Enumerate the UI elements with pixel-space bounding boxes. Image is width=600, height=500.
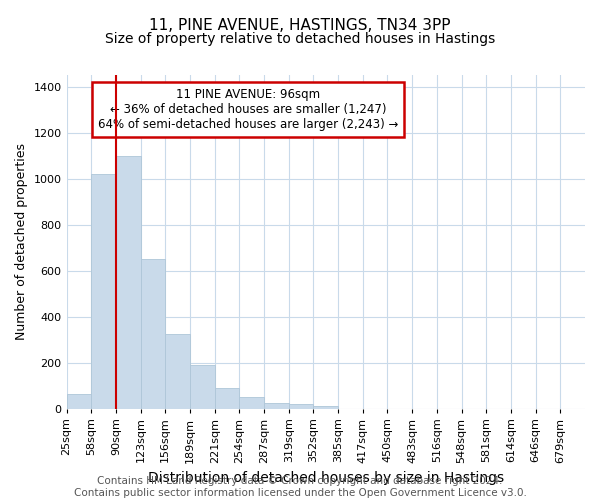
Bar — [116, 156, 140, 408]
Bar — [165, 334, 190, 408]
Bar — [190, 365, 215, 408]
Bar — [313, 406, 338, 408]
Bar — [67, 394, 91, 408]
Text: Size of property relative to detached houses in Hastings: Size of property relative to detached ho… — [105, 32, 495, 46]
Bar — [91, 174, 116, 408]
Bar — [215, 388, 239, 408]
Bar — [289, 404, 313, 408]
Text: 11 PINE AVENUE: 96sqm
← 36% of detached houses are smaller (1,247)
64% of semi-d: 11 PINE AVENUE: 96sqm ← 36% of detached … — [98, 88, 398, 132]
Bar — [264, 404, 289, 408]
Text: Contains HM Land Registry data © Crown copyright and database right 2024.
Contai: Contains HM Land Registry data © Crown c… — [74, 476, 526, 498]
Bar — [140, 259, 165, 408]
Y-axis label: Number of detached properties: Number of detached properties — [15, 144, 28, 340]
Text: 11, PINE AVENUE, HASTINGS, TN34 3PP: 11, PINE AVENUE, HASTINGS, TN34 3PP — [149, 18, 451, 32]
X-axis label: Distribution of detached houses by size in Hastings: Distribution of detached houses by size … — [148, 471, 504, 485]
Bar — [239, 398, 264, 408]
